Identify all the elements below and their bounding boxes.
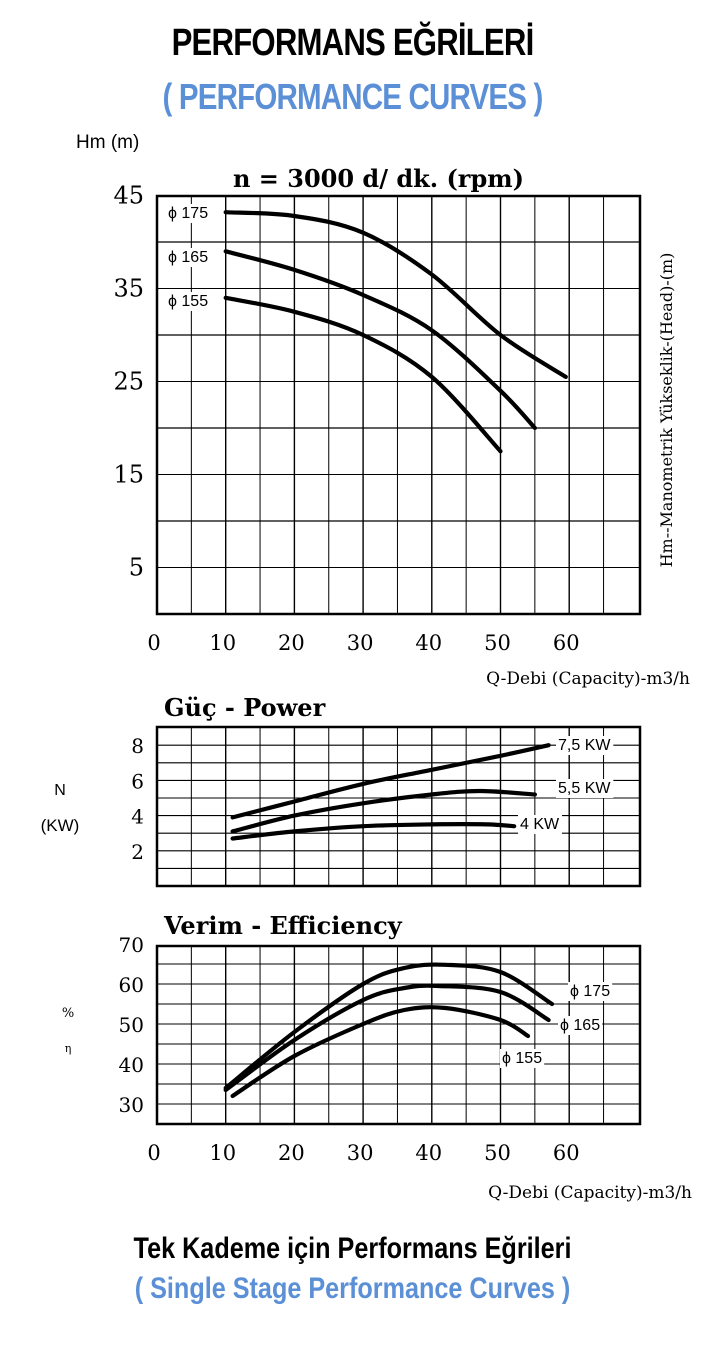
power-chart-title: Güç - Power [164,693,326,722]
head-y-tick-label: 25 [113,368,144,396]
head-series-label: ϕ 175 [168,205,208,222]
eff-series-label: ϕ 155 [502,1050,542,1067]
head-x-tick-label: 50 [484,631,511,655]
efficiency-x-label: Q-Debi (Capacity)-m3/h [488,1183,692,1203]
head-y-tick-label: 15 [113,461,144,489]
power-y-label: N [54,782,66,799]
eff-y-tick-label: 70 [119,933,144,957]
head-y-label-side: Hm--Manometrik Yükseklik-(Head)-(m) [657,253,676,568]
eff-y-tick-label: 40 [119,1053,144,1077]
head-x-tick-label: 10 [209,631,236,655]
eff-y-tick-label: 60 [119,973,144,997]
head-series-line [223,210,568,379]
footer-subtitle: ( Single Stage Performance Curves ) [134,1272,571,1305]
page-title: PERFORMANS EĞRİLERİ [171,22,535,64]
eff-x-tick-label: 30 [347,1141,374,1165]
power-series-label-bg [518,815,563,834]
eff-series-label: ϕ 175 [570,983,610,1000]
power-series-line [230,822,517,841]
power-series-label: 5,5 KW [558,780,611,797]
head-y-label-top: Hm (m) [76,132,139,153]
eff-series-label-bg [558,1016,603,1035]
power-series-line [230,743,551,820]
eff-x-tick-label: 0 [147,1141,160,1165]
head-series-line [223,295,503,454]
efficiency-y-label: % [62,1006,74,1021]
eff-y-tick-label: 50 [119,1013,144,1037]
power-y-tick-label: 6 [131,769,144,793]
eff-series-line [230,1005,531,1099]
head-x-label: Q-Debi (Capacity)-m3/h [486,669,690,689]
head-series-label: ϕ 155 [168,293,208,310]
eff-frame [155,944,642,1126]
head-frame [155,194,642,616]
head-series-label-bg [166,292,211,311]
eff-series-line [223,983,551,1093]
eff-series-label-bg [568,982,613,1001]
head-y-tick-label: 35 [113,275,144,303]
head-x-tick-label: 60 [553,631,580,655]
eff-x-tick-label: 20 [278,1141,305,1165]
footer-title: Tek Kademe için Performans Eğrileri [133,1232,572,1265]
power-y-tick-label: 2 [131,840,144,864]
head-series-label: ϕ 165 [168,249,208,266]
eff-series-label-bg [500,1049,545,1068]
power-series-label-bg [556,779,614,798]
eff-x-tick-label: 60 [553,1141,580,1165]
head-x-tick-label: 40 [415,631,442,655]
eff-x-tick-label: 40 [415,1141,442,1165]
efficiency-chart-title: Verim - Efficiency [163,911,403,940]
eff-series-line [223,962,555,1091]
head-x-tick-label: 30 [347,631,374,655]
page-subtitle: ( PERFORMANCE CURVES ) [162,76,544,117]
power-series-label-bg [556,736,614,755]
head-x-tick-label: 0 [147,631,160,655]
efficiency-y-sub: η [65,1042,72,1055]
power-frame [155,725,642,888]
head-series-line [223,249,537,431]
eff-x-tick-label: 10 [209,1141,236,1165]
power-series-line [230,788,537,834]
power-y-tick-label: 4 [131,805,144,829]
head-chart-title: n = 3000 d/ dk. (rpm) [233,164,524,193]
power-y-tick-label: 8 [131,734,144,758]
head-y-tick-label: 5 [129,554,144,582]
head-series-label-bg [166,248,211,267]
power-series-label: 4 KW [520,816,560,833]
eff-y-tick-label: 30 [119,1093,144,1117]
eff-series-label: ϕ 165 [560,1017,600,1034]
power-y-unit: (KW) [41,816,80,835]
head-series-label-bg [166,204,211,223]
power-series-label: 7,5 KW [558,737,611,754]
head-y-tick-label: 45 [113,182,144,210]
eff-x-tick-label: 50 [484,1141,511,1165]
head-x-tick-label: 20 [278,631,305,655]
